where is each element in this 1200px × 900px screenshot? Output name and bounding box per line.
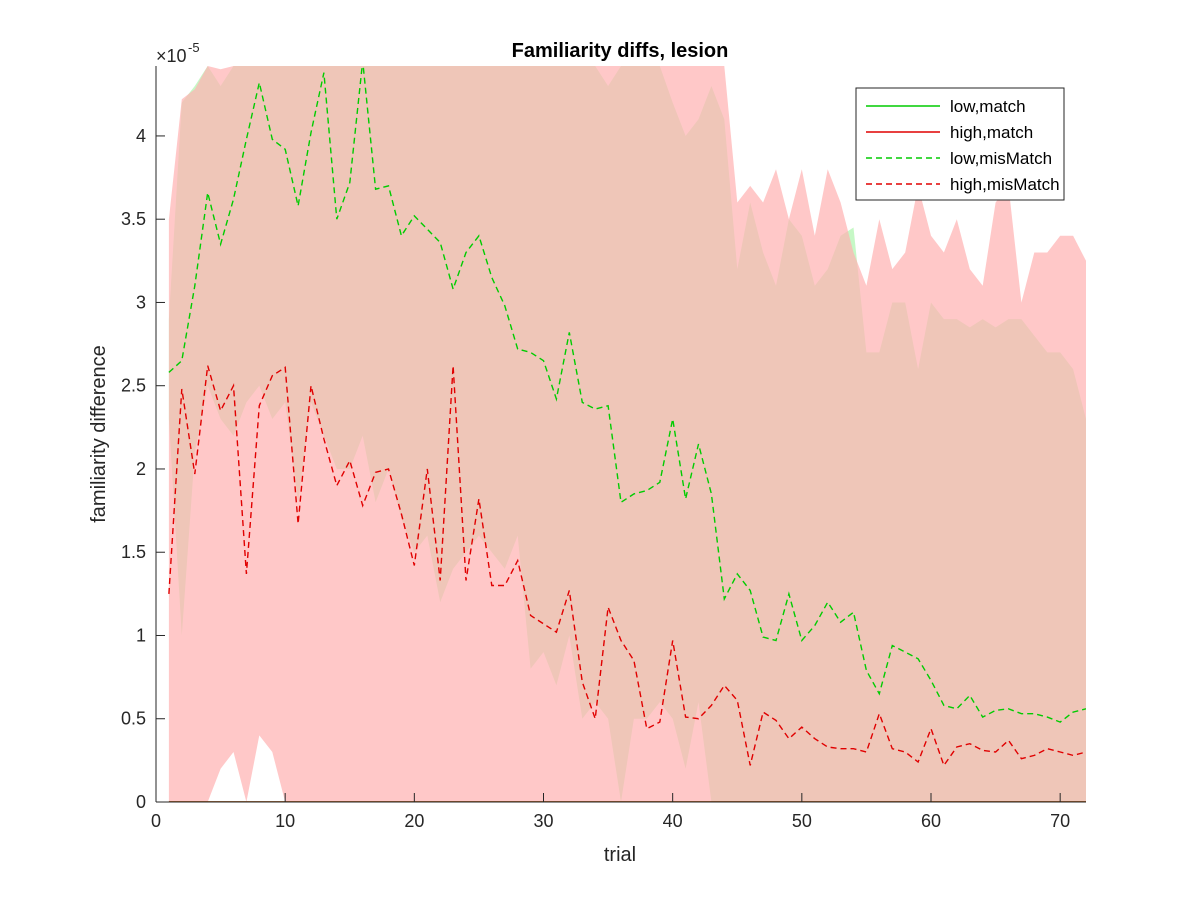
series-line-low-mismatch <box>168 66 1086 723</box>
y-axis-label: familiarity difference <box>88 345 110 522</box>
legend-label: high,misMatch <box>950 175 1060 194</box>
legend-entry: low,misMatch <box>866 149 1052 168</box>
legend-entry: high,misMatch <box>866 175 1060 194</box>
x-tick-label: 70 <box>1050 811 1070 831</box>
band-high-mismatch <box>168 66 1086 802</box>
y-tick-label: 4 <box>136 126 146 146</box>
svg-text:×10: ×10 <box>156 46 187 66</box>
legend-label: low,match <box>950 97 1026 116</box>
svg-text:-5: -5 <box>188 40 200 55</box>
chart-title: Familiarity diffs, lesion <box>512 40 729 62</box>
axes: 0 10 20 30 40 50 60 70 0 0.5 1 1.5 2 2.5 3 3.5 4 <box>121 66 1086 831</box>
confidence-bands <box>168 66 1086 802</box>
x-tick-label: 0 <box>151 811 161 831</box>
y-tick-label: 1.5 <box>121 542 146 562</box>
legend-entry: low,match <box>866 97 1026 116</box>
x-tick-label: 20 <box>404 811 424 831</box>
legend-entry: high,match <box>866 123 1033 142</box>
legend-label: low,misMatch <box>950 149 1052 168</box>
y-tick-label: 0 <box>136 792 146 812</box>
y-tick-label: 1 <box>136 625 146 645</box>
y-exponent-label: ×10 -5 <box>156 40 200 66</box>
x-tick-label: 30 <box>533 811 553 831</box>
y-tick-label: 3 <box>136 292 146 312</box>
y-tick-label: 2 <box>136 459 146 479</box>
legend-label: high,match <box>950 123 1033 142</box>
y-tick-label: 2.5 <box>121 376 146 396</box>
x-tick-label: 60 <box>921 811 941 831</box>
x-tick-label: 10 <box>275 811 295 831</box>
x-tick-label: 40 <box>663 811 683 831</box>
series-lines <box>168 66 1086 802</box>
y-tick-label: 3.5 <box>121 209 146 229</box>
y-tick-label: 0.5 <box>121 709 146 729</box>
x-tick-label: 50 <box>792 811 812 831</box>
legend: low,match high,match low,misMatch high,misM… <box>855 87 1065 201</box>
x-axis-label: trial <box>604 844 636 866</box>
series-line-high-mismatch <box>168 365 1086 767</box>
